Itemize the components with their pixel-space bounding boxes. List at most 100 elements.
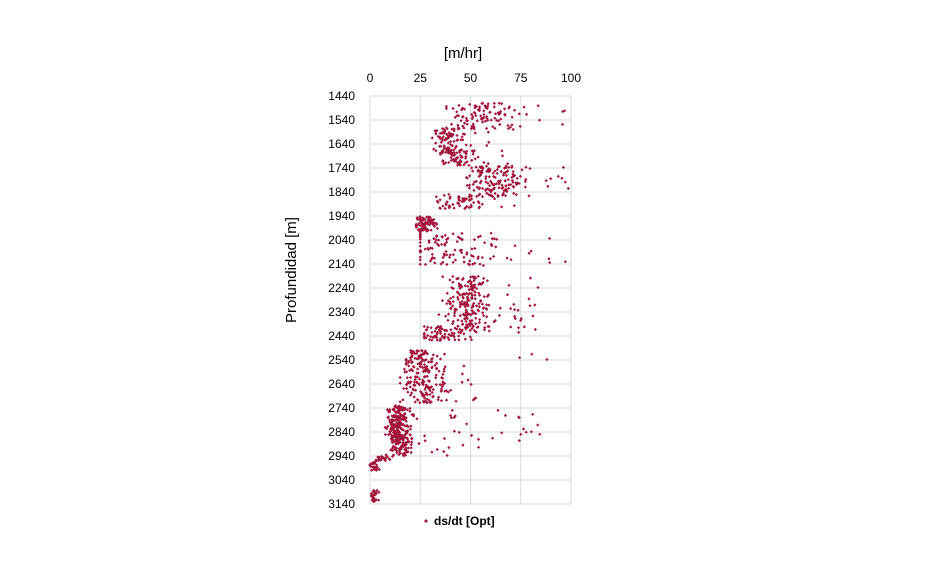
data-point — [477, 193, 481, 197]
data-point — [469, 280, 474, 284]
data-point — [448, 139, 453, 144]
data-point — [462, 150, 466, 154]
data-point — [512, 191, 516, 196]
data-point — [452, 206, 456, 210]
data-point — [410, 360, 414, 364]
data-point — [462, 126, 466, 130]
data-point — [368, 462, 372, 466]
data-point — [484, 164, 489, 168]
data-point — [474, 312, 478, 316]
data-point — [462, 163, 466, 167]
data-point — [455, 138, 459, 142]
data-point — [519, 432, 523, 436]
data-point — [451, 295, 455, 299]
data-point — [398, 375, 402, 380]
data-point — [440, 384, 445, 389]
data-point — [452, 148, 456, 152]
data-points — [368, 101, 570, 504]
data-point — [470, 166, 474, 170]
data-point — [456, 324, 460, 328]
data-point — [394, 442, 398, 446]
data-point — [447, 255, 452, 259]
data-point — [456, 334, 461, 338]
data-point — [424, 392, 428, 397]
data-point — [452, 331, 456, 335]
data-point — [441, 372, 445, 377]
data-point — [441, 138, 445, 142]
data-point — [473, 285, 477, 289]
data-point — [442, 144, 446, 148]
data-point — [468, 324, 472, 328]
data-point — [434, 366, 439, 370]
data-point — [484, 307, 488, 311]
data-point — [446, 146, 450, 150]
data-point — [404, 387, 409, 391]
data-point — [465, 309, 469, 313]
data-point — [462, 364, 466, 368]
data-point — [448, 413, 453, 418]
data-point — [486, 130, 490, 134]
data-point — [482, 112, 486, 117]
data-point — [450, 151, 454, 155]
data-point — [451, 280, 455, 284]
data-point — [470, 158, 474, 162]
data-point — [445, 133, 449, 137]
data-point — [477, 187, 481, 191]
data-point — [457, 162, 462, 166]
data-point — [480, 255, 484, 260]
data-point — [394, 410, 398, 415]
data-point — [487, 324, 491, 329]
data-point — [491, 183, 496, 187]
data-point — [409, 393, 413, 397]
data-point — [492, 254, 496, 259]
data-point — [398, 437, 402, 441]
data-point — [423, 439, 427, 443]
data-point — [429, 400, 433, 404]
data-point — [518, 318, 523, 323]
data-point — [477, 205, 482, 209]
y-tick-label: 1440 — [328, 89, 355, 103]
y-axis-title: Profundidad [m] — [283, 217, 300, 323]
data-point — [375, 465, 380, 470]
data-point — [425, 374, 429, 378]
data-point — [465, 204, 469, 209]
data-point — [434, 129, 439, 133]
data-point — [511, 184, 515, 188]
data-point — [443, 243, 447, 247]
data-point — [442, 369, 446, 374]
data-point — [397, 408, 401, 412]
data-point — [397, 430, 402, 435]
data-point — [524, 177, 528, 181]
data-point — [482, 306, 486, 310]
data-point — [464, 310, 468, 314]
data-point — [509, 258, 513, 262]
data-point — [467, 195, 471, 199]
data-point — [493, 169, 497, 173]
data-point — [445, 301, 449, 306]
data-point — [449, 155, 453, 160]
data-point — [484, 105, 488, 110]
data-point — [434, 383, 438, 387]
data-point — [459, 284, 463, 288]
data-point — [396, 441, 401, 445]
data-point — [446, 236, 450, 240]
data-point — [467, 186, 471, 190]
data-point — [426, 386, 431, 390]
data-point — [390, 446, 395, 450]
data-point — [374, 465, 378, 469]
y-tick-label: 3040 — [328, 473, 355, 487]
y-axis-ticks: 1440 1540 1640 1740 1840 1940 2040 2140 2240 2340… — [328, 89, 355, 511]
data-point — [474, 276, 478, 280]
data-point — [458, 148, 463, 153]
data-point — [471, 182, 475, 186]
data-point — [442, 162, 446, 166]
data-point — [449, 158, 453, 163]
data-point — [432, 147, 436, 151]
data-point — [410, 351, 414, 356]
data-point — [458, 305, 462, 309]
data-point — [435, 361, 439, 365]
data-point — [374, 497, 378, 502]
data-point — [458, 248, 462, 253]
data-point — [446, 318, 450, 322]
data-point — [470, 194, 474, 198]
